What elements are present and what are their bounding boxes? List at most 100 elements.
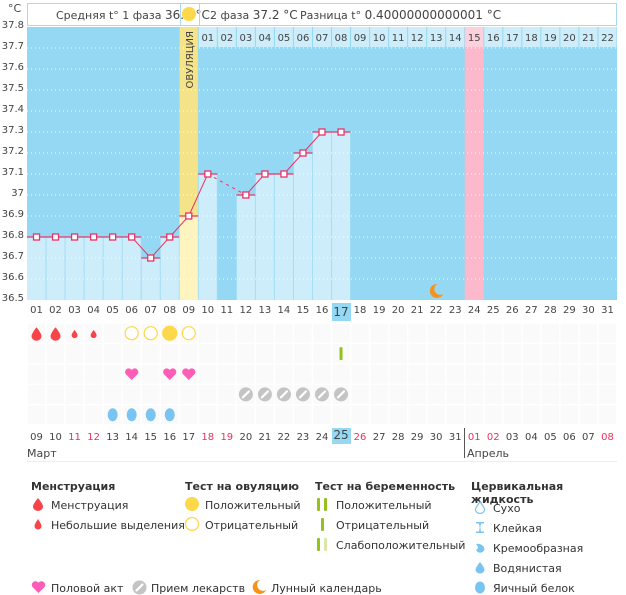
legend-title-ovulation-test: Тест на овуляцию — [185, 480, 299, 493]
phase2-day-label: 12 — [411, 33, 424, 44]
calendar-date-label: 04 — [524, 432, 538, 443]
calendar-date-label: 14 — [125, 432, 139, 443]
phase2-day-label: 05 — [278, 33, 291, 44]
heart-icon — [125, 368, 139, 380]
legend-item-watery: Водянистая — [493, 562, 562, 575]
cycle-day-label: 28 — [543, 305, 557, 316]
y-tick-label: 37.3 — [1, 125, 24, 136]
y-tick-label: 36.8 — [1, 230, 24, 241]
cycle-day-label: 12 — [239, 305, 253, 316]
phase2-day-label: 06 — [297, 33, 310, 44]
phase2-day-label: 09 — [354, 33, 367, 44]
month-label-march: Март — [27, 447, 57, 460]
y-tick-label: 36.6 — [1, 272, 24, 283]
y-tick-label: 37.4 — [1, 104, 24, 115]
calendar-date-label: 08 — [601, 432, 614, 443]
y-axis-unit: °C — [8, 2, 22, 15]
phase2-day-label: 14 — [449, 33, 462, 44]
heart-icon — [182, 368, 196, 380]
ovulation-negative-icon — [143, 326, 158, 341]
calendar-date-label: 18 — [201, 432, 215, 443]
egg-white-icon — [475, 581, 485, 594]
temperature-bar — [293, 153, 313, 300]
phase2-day-cell — [389, 27, 408, 47]
legend-item-ovulation-positive: Положительный — [205, 499, 301, 512]
sticky-icon — [476, 522, 484, 533]
watery-icon — [475, 562, 485, 574]
legend-item-ovulation-negative: Отрицательный — [205, 519, 299, 532]
month-label-april: Апрель — [467, 447, 509, 460]
calendar-date-label: 16 — [163, 432, 177, 443]
phase2-day-cell — [351, 27, 370, 47]
temperature-bar — [255, 174, 275, 300]
legend-title-pregnancy-test: Тест на беременность — [315, 480, 456, 493]
legend-item-menstruation: Менструация — [51, 499, 129, 512]
cycle-day-label: 29 — [563, 305, 576, 316]
y-tick-label: 37.7 — [1, 41, 24, 52]
phase2-day-label: 16 — [487, 33, 500, 44]
egg-white-icon — [126, 408, 137, 422]
calendar-date-label: 07 — [582, 432, 595, 443]
temperature-point — [108, 233, 117, 241]
calendar-date-label: 23 — [296, 432, 310, 443]
phase2-day-label: 15 — [468, 33, 481, 44]
y-tick-label: 36.9 — [1, 209, 24, 220]
legend-item-lunar-calendar: Лунный календарь — [271, 582, 382, 595]
cycle-day-label: 07 — [144, 305, 158, 316]
phase2-day-cell — [427, 27, 446, 47]
moon-icon — [429, 283, 444, 298]
temperature-point — [32, 233, 41, 241]
phase2-day-label: 22 — [601, 33, 614, 44]
pregnancy-negative-icon — [321, 518, 324, 531]
legend-item-pregnancy-negative: Отрицательный — [336, 519, 430, 532]
legend-item-dry: Сухо — [493, 502, 521, 515]
phase2-day-label: 02 — [220, 33, 233, 44]
diff-summary: Разница t° 0.40000000000001 °C — [300, 8, 501, 22]
divider — [27, 461, 617, 462]
phase2-day-cell — [217, 27, 236, 47]
temperature-bar — [179, 216, 199, 300]
legend-item-creamy: Кремообразная — [493, 542, 584, 555]
calendar-date-label: 12 — [87, 432, 100, 443]
phase2-day-cell — [560, 27, 579, 47]
temperature-point — [261, 170, 269, 178]
phase2-day-label: 10 — [373, 33, 386, 44]
phase2-day-label: 17 — [506, 33, 519, 44]
phase2-day-cell — [522, 27, 541, 47]
temperature-bar — [312, 132, 332, 300]
cycle-day-label: 08 — [163, 305, 177, 316]
heavy-drop-icon — [50, 327, 61, 341]
phase2-day-cell — [332, 27, 351, 47]
temperature-bar — [103, 237, 123, 300]
phase2-day-cell — [255, 27, 274, 47]
calendar-date-label: 31 — [448, 432, 462, 443]
heart-icon — [31, 581, 46, 593]
cycle-day-label: 16 — [315, 305, 329, 316]
calendar-date-label: 30 — [429, 432, 443, 443]
calendar-date-label: 27 — [372, 432, 386, 443]
temperature-bar — [236, 195, 256, 300]
heavy-drop-icon — [31, 327, 42, 341]
y-tick-label: 37.6 — [1, 62, 24, 73]
temperature-bar — [65, 237, 85, 300]
calendar-date-label: 21 — [258, 432, 272, 443]
cycle-day-label: 10 — [201, 305, 215, 316]
phase2-day-label: 18 — [525, 33, 538, 44]
y-tick-label: 37.5 — [1, 83, 24, 94]
heart-icon — [163, 368, 177, 380]
temperature-point — [337, 128, 345, 136]
cycle-day-label: 26 — [505, 305, 519, 316]
phase2-day-cell — [579, 27, 598, 47]
phase2-day-cell — [293, 27, 312, 47]
diff-value: 0.40000000000001 °C — [364, 8, 502, 22]
calendar-date-label: 15 — [144, 432, 158, 443]
phase2-day-label: 07 — [316, 33, 329, 44]
phase1-label: Средняя t° 1 фаза — [56, 9, 162, 22]
temperature-point — [89, 233, 98, 241]
calendar-date-label: 06 — [563, 432, 576, 443]
calendar-date-label: 03 — [505, 432, 519, 443]
phase2-label: 2 фаза — [210, 9, 250, 22]
pill-stripe — [241, 390, 250, 399]
cycle-day-label: 27 — [524, 305, 538, 316]
calendar-date-label: 29 — [410, 432, 424, 443]
